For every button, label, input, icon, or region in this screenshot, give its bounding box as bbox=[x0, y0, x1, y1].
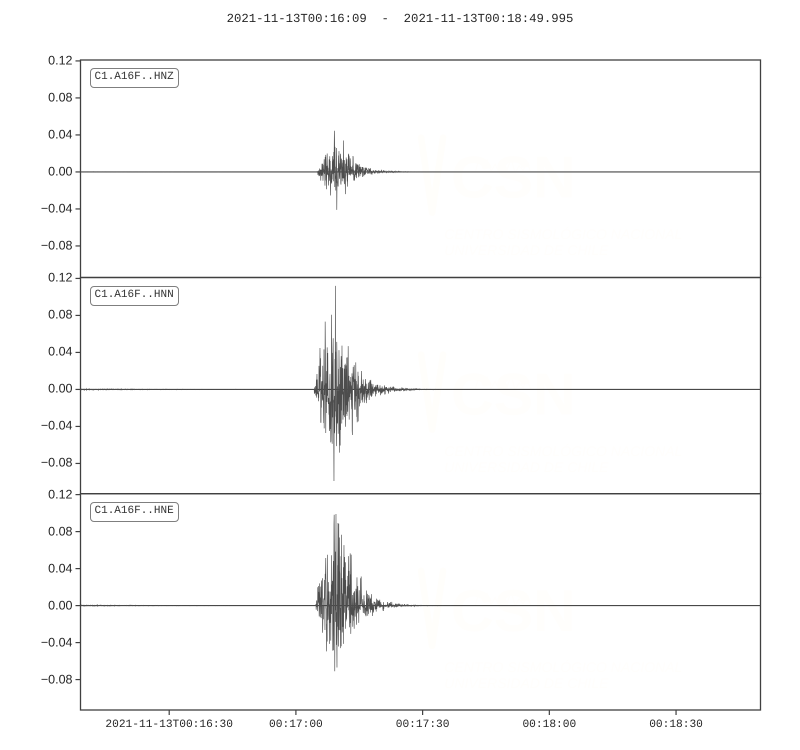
svg-text:CSN: CSN bbox=[451, 362, 576, 428]
svg-text:CSN: CSN bbox=[451, 145, 576, 211]
svg-text:CSN: CSN bbox=[451, 578, 576, 644]
